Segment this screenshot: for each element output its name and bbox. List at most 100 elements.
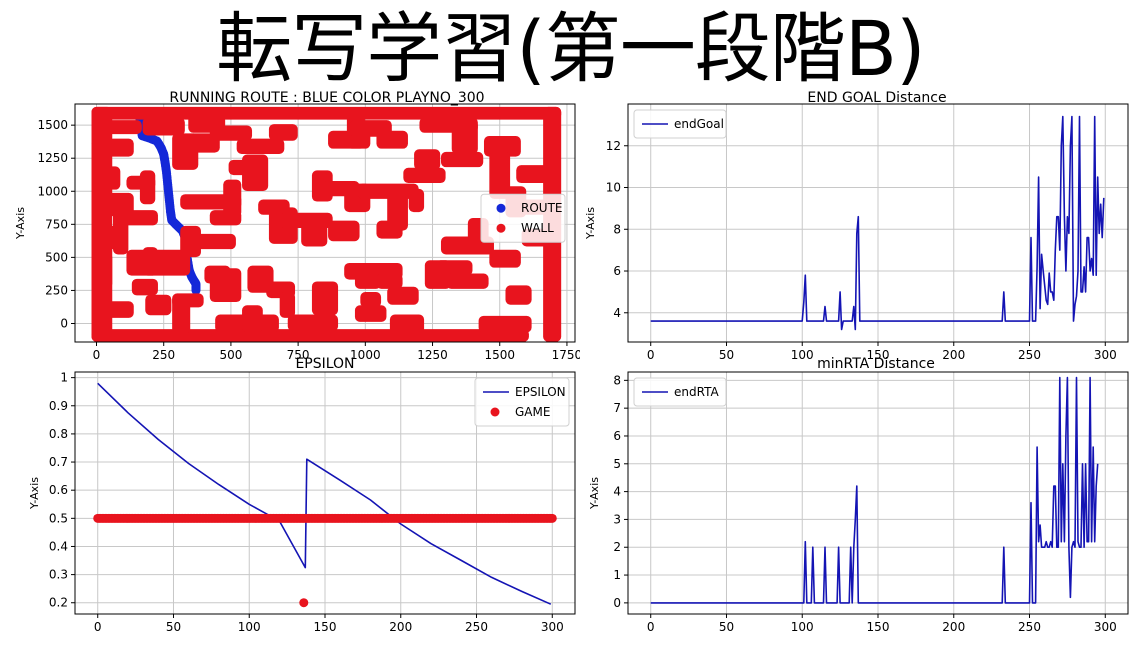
wall-segment [126, 249, 191, 276]
x-tick-label: 500 [219, 348, 242, 362]
wall-segment [91, 166, 121, 190]
legend: endGoal [633, 109, 727, 139]
x-tick-label: 100 [238, 620, 261, 634]
wall-segment [91, 138, 134, 157]
wall-segment [489, 249, 521, 268]
y-tick-label: 6 [613, 429, 621, 443]
wall-segment [354, 268, 382, 289]
wall-segment [403, 167, 446, 184]
wall-segment [301, 215, 328, 247]
plot-area [91, 106, 562, 342]
wall-segment [483, 136, 521, 157]
wall-series [91, 106, 562, 342]
wall-segment [440, 151, 484, 168]
chart-title: minRTA Distance [817, 356, 935, 372]
y-axis-label: Y-Axis [14, 207, 27, 240]
y-tick-label: 0 [613, 596, 621, 610]
y-tick-label: 0 [60, 316, 68, 330]
y-tick-label: 4 [613, 306, 621, 320]
x-tick-label: 300 [1094, 620, 1117, 634]
x-tick-label: 0 [94, 620, 102, 634]
x-tick-label: 100 [791, 348, 814, 362]
y-tick-label: 5 [613, 457, 621, 471]
x-tick-label: 0 [647, 620, 655, 634]
wall-segment [209, 125, 253, 141]
y-tick-label: 8 [613, 222, 621, 236]
wall-segment [424, 260, 451, 289]
x-tick-label: 300 [541, 620, 564, 634]
legend-label: ROUTE [521, 201, 562, 215]
wall-segment [516, 165, 556, 184]
wall-segment [131, 278, 158, 296]
y-tick-label: 0.8 [49, 427, 68, 441]
x-tick-label: 150 [867, 348, 890, 362]
wall-segment [328, 220, 360, 242]
x-tick-label: 0 [647, 348, 655, 362]
y-tick-label: 250 [45, 283, 68, 297]
legend-label: endRTA [674, 385, 719, 399]
y-axis-label: Y-Axis [588, 477, 601, 510]
y-tick-label: 1000 [37, 184, 68, 198]
y-tick-label: 0.7 [49, 455, 68, 469]
y-tick-label: 0.9 [49, 399, 68, 413]
y-tick-label: 3 [613, 512, 621, 526]
y-tick-label: 2 [613, 540, 621, 554]
y-tick-label: 1 [60, 371, 68, 385]
y-tick-label: 0.2 [49, 596, 68, 610]
game-point [547, 513, 557, 523]
y-tick-label: 1500 [37, 118, 68, 132]
x-tick-label: 250 [152, 348, 175, 362]
y-tick-label: 750 [45, 217, 68, 231]
chart-endgoal: 0 50 100 150 200 250 300 4 6 8 10 12 END GOAL Distan… [584, 90, 1129, 368]
y-tick-label: 0.6 [49, 483, 68, 497]
y-tick-label: 0.3 [49, 568, 68, 582]
wall-segment [268, 124, 298, 141]
legend-label: WALL [521, 221, 554, 235]
y-tick-label: 0.5 [49, 511, 68, 525]
wall-segment [287, 314, 339, 332]
chart-epsilon: 0 50 100 150 200 250 300 0.2 0.3 0.4 0.5 0.6 0.7 0.8 0… [28, 356, 576, 634]
x-tick-label: 0 [93, 348, 101, 362]
x-tick-label: 200 [942, 348, 965, 362]
legend: EPSILON GAME [474, 377, 570, 427]
wall-segment [446, 273, 489, 289]
x-tick-label: 1000 [350, 348, 381, 362]
plot-area [650, 376, 1099, 604]
legend-swatch [496, 223, 506, 233]
wall-segment [279, 292, 296, 318]
wall-segment [91, 252, 113, 289]
legend-label: endGoal [674, 117, 724, 131]
wall-segment [126, 175, 156, 190]
chart-route: 0 250 500 750 1000 1250 1500 1750 0 250 500 750 1000… [14, 90, 580, 362]
y-tick-label: 10 [606, 181, 621, 195]
wall-segment [242, 154, 269, 191]
wall-segment [354, 305, 387, 322]
wall-segment [188, 233, 236, 250]
y-tick-label: 0.4 [49, 539, 68, 553]
wall-segment [451, 120, 478, 154]
y-tick-label: 7 [613, 401, 621, 415]
x-tick-label: 200 [389, 620, 412, 634]
wall-segment [242, 305, 263, 333]
wall-segment [209, 210, 242, 226]
x-tick-label: 1500 [484, 348, 515, 362]
wall-segment [360, 292, 382, 308]
x-tick-label: 50 [719, 620, 734, 634]
legend: endRTA [633, 377, 727, 407]
y-tick-label: 8 [613, 373, 621, 387]
x-tick-label: 250 [465, 620, 488, 634]
x-tick-label: 300 [1094, 348, 1117, 362]
legend-label: EPSILON [515, 385, 566, 399]
wall-segment [376, 273, 403, 289]
x-tick-label: 200 [942, 620, 965, 634]
wall-segment [408, 188, 425, 213]
plot-area [93, 382, 557, 608]
wall-segment [414, 149, 441, 170]
wall-segment [113, 210, 158, 226]
plot-area [650, 115, 1105, 331]
wall-segment [145, 294, 172, 316]
x-tick-label: 1250 [417, 348, 448, 362]
wall-segment [376, 130, 408, 149]
wall-segment [489, 151, 511, 199]
x-tick-label: 50 [166, 620, 181, 634]
